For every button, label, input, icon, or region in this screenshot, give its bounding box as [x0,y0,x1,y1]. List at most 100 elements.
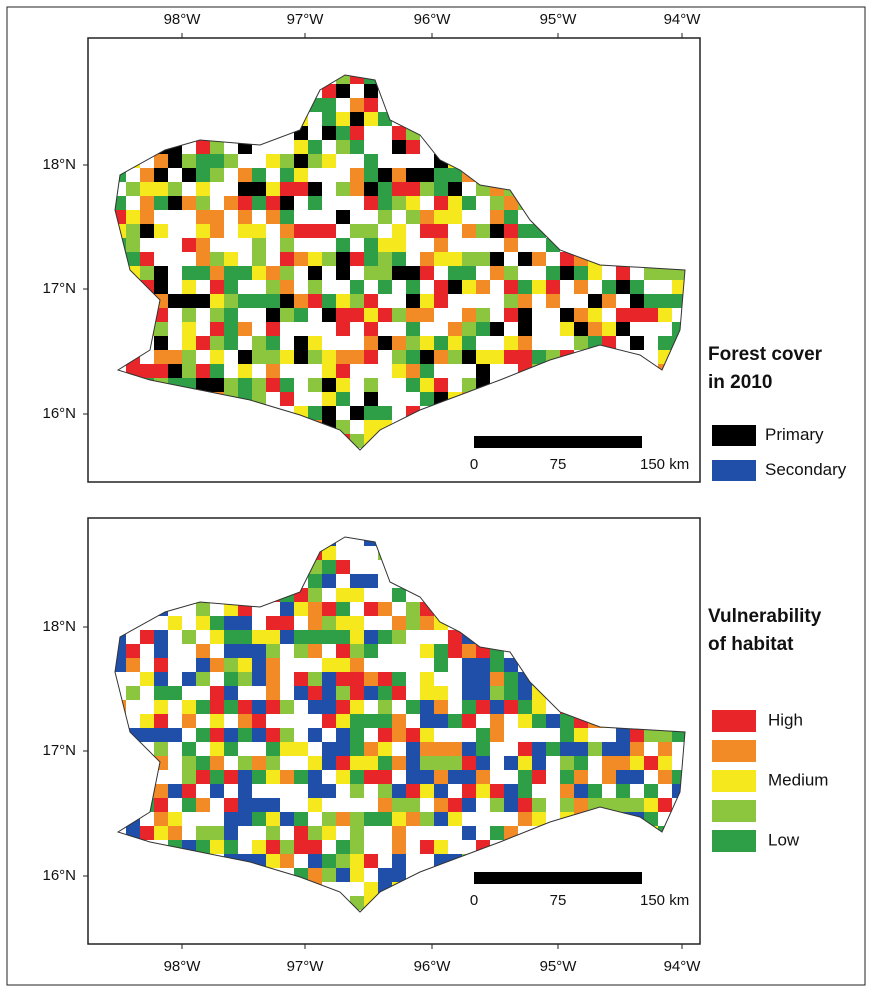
grid-cell [560,798,574,812]
legend-swatch [712,460,756,481]
grid-cell [378,336,392,350]
grid-cell [140,252,154,266]
grid-cell [434,182,448,196]
grid-cell [238,266,252,280]
grid-cell [210,322,224,336]
grid-cell [308,784,322,798]
grid-cell [392,364,406,378]
grid-cell [322,560,336,574]
grid-cell [476,658,490,672]
grid-cell [420,210,434,224]
grid-cell [574,322,588,336]
grid-cell [154,798,168,812]
grid-cell [336,350,350,364]
grid-cell [224,252,238,266]
grid-cell [252,168,266,182]
grid-cell [154,700,168,714]
grid-cell [644,308,658,322]
grid-cell [294,224,308,238]
grid-cell [532,742,546,756]
grid-cell [420,224,434,238]
grid-cell [154,322,168,336]
grid-cell [434,770,448,784]
x-tick-label: 95°W [540,958,578,975]
grid-cell [420,644,434,658]
grid-cell [308,616,322,630]
grid-cell [518,294,532,308]
grid-cell [294,672,308,686]
grid-cell [448,770,462,784]
grid-cell [308,588,322,602]
grid-cell [448,630,462,644]
grid-cell [616,756,630,770]
grid-cell [532,252,546,266]
grid-cell [280,210,294,224]
grid-cell [224,742,238,756]
grid-cell [322,294,336,308]
legend-swatch [712,425,756,446]
grid-cell [196,336,210,350]
grid-cell [560,252,574,266]
grid-cell [434,224,448,238]
grid-cell [266,308,280,322]
grid-cell [364,252,378,266]
grid-cell [392,686,406,700]
grid-cell [518,700,532,714]
grid-cell [210,266,224,280]
grid-cell [280,196,294,210]
grid-cell [224,672,238,686]
y-tick-label: 18°N [42,618,76,635]
grid-cell [392,588,406,602]
grid-cell [115,658,126,672]
grid-cell [504,686,518,700]
grid-cell [392,252,406,266]
grid-cell [378,266,392,280]
grid-cell [420,378,434,392]
grid-cell [462,280,476,294]
grid-cell [224,700,238,714]
grid-cell [406,210,420,224]
grid-cell [168,616,182,630]
grid-cell [350,252,364,266]
grid-cell [336,686,350,700]
grid-cell [392,308,406,322]
grid-cell [350,854,364,868]
grid-cell [168,350,182,364]
grid-cell [434,196,448,210]
grid-cell [182,154,196,168]
grid-cell [308,728,322,742]
grid-cell [210,700,224,714]
grid-cell [126,238,140,252]
grid-cell [462,252,476,266]
grid-cell [252,658,266,672]
grid-cell [462,714,476,728]
grid-cell [350,868,364,882]
grid-cell [434,644,448,658]
grid-cell [238,182,252,196]
grid-cell [350,686,364,700]
grid-cell [238,700,252,714]
grid-cell [616,770,630,784]
grid-cell [322,630,336,644]
legend-label: Medium [768,770,828,789]
grid-cell [252,350,266,364]
grid-cell [476,364,490,378]
grid-cell [518,224,532,238]
grid-cell [294,294,308,308]
grid-cell [462,658,476,672]
grid-cell [420,392,434,406]
grid-cell [490,714,504,728]
grid-cell [462,336,476,350]
grid-cell [336,812,350,826]
grid-cell [252,238,266,252]
grid-cell [196,840,210,854]
grid-cell [364,574,378,588]
grid-cell [294,742,308,756]
grid-cell [420,350,434,364]
grid-cell [420,182,434,196]
grid-cell [434,280,448,294]
grid-cell [280,168,294,182]
grid-cell [154,182,168,196]
grid-cell [154,154,168,168]
grid-cell [364,168,378,182]
